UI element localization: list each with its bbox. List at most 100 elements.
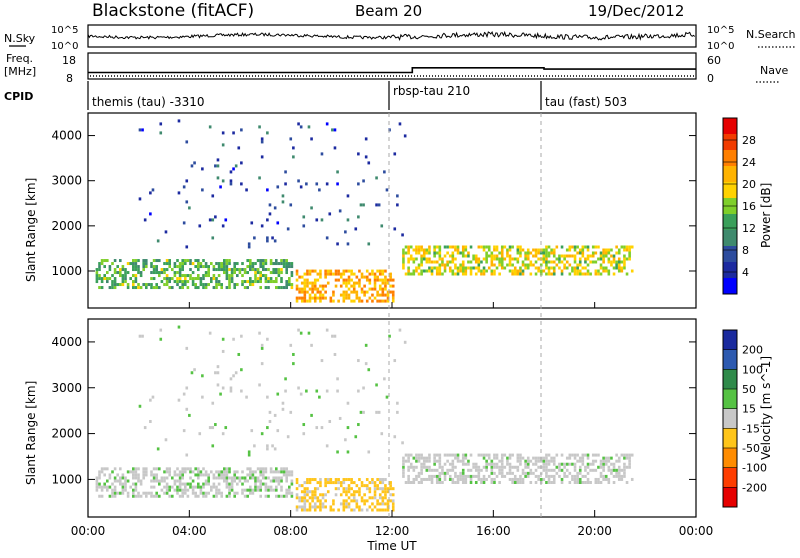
power-cell [433,254,436,258]
velocity-cell [217,488,221,492]
power-cell [438,251,442,255]
velocity-cell [308,478,312,482]
power-cell [550,260,553,264]
velocity-cell [490,471,494,475]
power-ylabel: Slant Range [km] [24,178,38,282]
velocity-cell [617,456,621,460]
power-cell [329,272,333,276]
power-cell [391,290,395,294]
power-cell [386,290,390,294]
velocity-cell [451,481,455,484]
velocity-cell [542,456,546,460]
power-cell [389,272,392,276]
velocity-cell [152,467,156,471]
power-cell [352,287,356,291]
power-cell [393,152,397,156]
velocity-cell [589,468,592,472]
power-cell [137,268,140,272]
power-cell [221,179,225,183]
power-cell [306,269,309,273]
velocity-cell [589,481,592,484]
power-cell [425,260,429,264]
velocity-cell [150,479,153,483]
velocity-cell [363,484,366,488]
velocity-cell [555,471,559,475]
velocity-cell [573,477,577,481]
power-cell [217,268,221,272]
power-cell [333,146,337,150]
velocity-cell [334,493,338,497]
velocity-cell [384,502,387,506]
power-cell [316,287,320,291]
power-cell [253,236,256,240]
velocity-cell [415,474,418,478]
power-cell [346,194,350,198]
power-cell [150,271,153,275]
power-cell [181,283,184,287]
velocity-cell [158,467,161,471]
velocity-cell [339,484,343,488]
power-cell [258,125,261,129]
power-cell [357,182,360,186]
power-cell [228,262,231,266]
power-cell [98,274,101,278]
velocity-cell [155,476,158,480]
velocity-cell [537,474,540,478]
power-cell [542,254,546,258]
power-cell [132,259,135,263]
power-cell [461,269,465,273]
power-cell [480,260,483,264]
velocity-cell [362,386,365,390]
power-cbar-swatch-1 [723,134,737,151]
velocity-cell [184,467,187,471]
power-cell [420,263,423,267]
power-cell [232,167,235,171]
velocity-cell [461,468,465,472]
velocity-cell [137,479,140,483]
velocity-cell [121,473,125,477]
power-cell [578,272,582,276]
power-cell [199,265,203,269]
velocity-cell [198,432,202,436]
velocity-cell [324,493,327,497]
velocity-cell [259,485,262,489]
power-cell [602,260,605,264]
velocity-cell [384,493,387,497]
power-cell [342,293,346,297]
power-cell [454,272,457,276]
velocity-cell [186,494,190,498]
velocity-cell [407,477,410,481]
velocity-cell [550,481,553,484]
power-cell [269,262,273,266]
power-cell [364,137,368,141]
velocity-cell [354,435,358,439]
power-cell [628,245,631,249]
power-cell [303,290,307,294]
velocity-cell [516,477,520,481]
velocity-cell [106,485,109,489]
power-cell [365,275,369,279]
power-cell [586,263,590,267]
power-cell [558,260,561,264]
power-cell [173,265,177,269]
velocity-cell [159,328,163,332]
power-cell [378,278,382,282]
power-cell [485,245,488,249]
power-cell [160,280,164,284]
velocity-cell [132,488,135,492]
power-cell [324,272,327,276]
velocity-cbar-tick-4: -15 [742,422,760,435]
velocity-cell [612,462,616,466]
power-cell [329,299,333,303]
velocity-cell [204,482,208,486]
power-cell [547,245,551,249]
velocity-cell [288,485,291,489]
power-cell [402,266,405,270]
power-cell [381,272,385,276]
power-cell [145,262,148,266]
power-cell [177,119,181,123]
velocity-cell [493,462,496,466]
velocity-cell [602,474,605,478]
velocity-cell [319,478,322,482]
velocity-cell [482,456,486,460]
